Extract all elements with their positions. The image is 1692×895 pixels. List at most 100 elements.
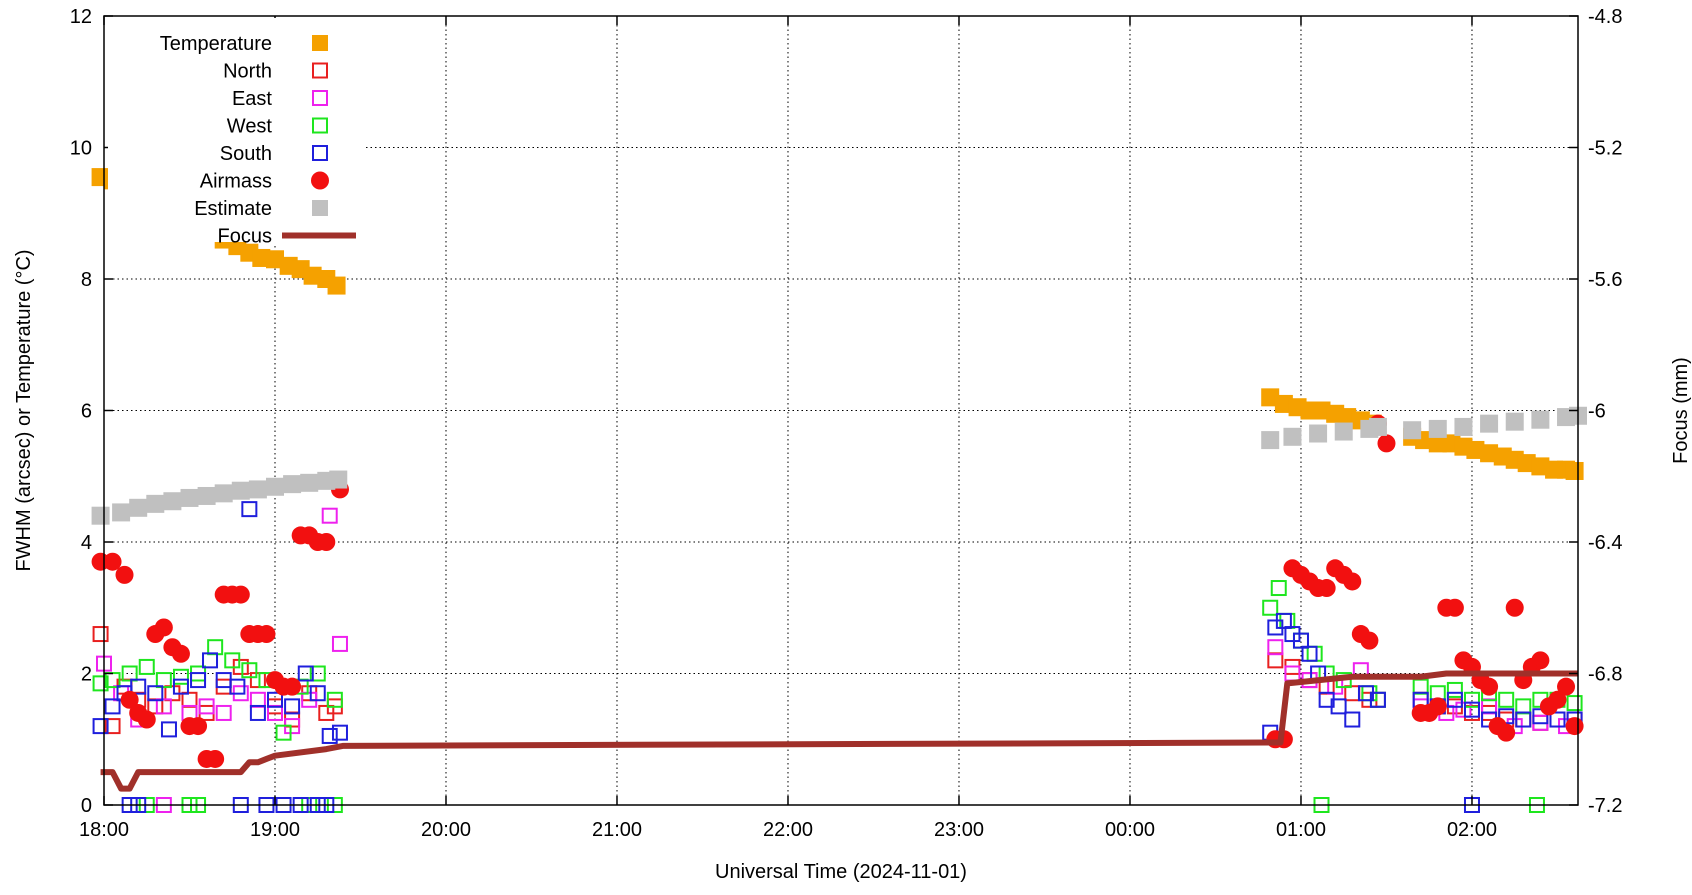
- legend-label: East: [232, 88, 272, 110]
- west-point: [241, 662, 258, 679]
- west-point: [155, 672, 172, 689]
- temperature-point: [1517, 454, 1536, 473]
- south-point: [1515, 711, 1532, 728]
- west-point: [1566, 695, 1583, 712]
- south-point: [1275, 612, 1292, 629]
- estimate-point: [1261, 431, 1280, 450]
- west-point: [1412, 678, 1429, 695]
- airmass-point: [1343, 572, 1362, 591]
- east-point: [215, 704, 232, 721]
- north-point: [147, 698, 164, 715]
- airmass-point: [1428, 697, 1447, 716]
- y2-axis-label: Focus (mm): [1670, 357, 1692, 464]
- airmass-point: [1505, 598, 1524, 617]
- airmass-point: [189, 717, 208, 736]
- airmass-point: [283, 677, 302, 696]
- y-tick-label: 6: [81, 401, 92, 423]
- axes: 18:00 19:00 20:00 21:00 22:00 23:00 00:00 01:00…: [70, 6, 1623, 841]
- temperature-point: [265, 250, 284, 269]
- airmass-point: [120, 690, 139, 709]
- estimate-point: [146, 494, 165, 513]
- airmass-point: [137, 710, 156, 729]
- x-tick-label: 19:00: [250, 819, 300, 841]
- west-point: [1515, 698, 1532, 715]
- airmass-point: [1445, 598, 1464, 617]
- estimate-point: [197, 486, 216, 505]
- y-tick-label: 10: [70, 138, 92, 160]
- series-east: [96, 507, 1575, 813]
- estimate-point: [214, 484, 233, 503]
- estimate-point: [1531, 410, 1550, 429]
- series-estimate: [91, 406, 1587, 525]
- south-point: [1549, 711, 1566, 728]
- south-point: [1330, 698, 1347, 715]
- north-point: [1267, 652, 1284, 669]
- legend-swatch: [311, 171, 329, 190]
- estimate-point: [329, 470, 348, 489]
- estimate-point: [1403, 421, 1422, 440]
- south-point: [1369, 691, 1386, 708]
- airmass-point: [1497, 723, 1516, 742]
- west-point: [121, 665, 138, 682]
- south-point: [297, 665, 314, 682]
- south-point: [172, 678, 189, 695]
- airmass-point: [257, 625, 276, 644]
- estimate-point: [163, 492, 182, 511]
- y-tick-label: 12: [70, 6, 92, 28]
- north-point: [181, 691, 198, 708]
- x-tick-label: 21:00: [592, 819, 642, 841]
- west-point: [1262, 599, 1279, 616]
- south-point: [104, 698, 121, 715]
- x-tick-label: 23:00: [934, 819, 984, 841]
- airmass-point: [1360, 631, 1379, 650]
- airmass-point: [206, 749, 225, 768]
- temperature-point: [1428, 434, 1447, 453]
- x-tick-label: 18:00: [79, 819, 129, 841]
- y2-tick-label: -6.8: [1588, 664, 1622, 686]
- airmass-point: [1548, 690, 1567, 709]
- south-point: [92, 718, 109, 735]
- estimate-point: [300, 473, 319, 492]
- series-south: [92, 501, 1583, 813]
- airmass-point: [115, 565, 134, 584]
- airmass-point: [1565, 717, 1584, 736]
- airmass-point: [154, 618, 173, 637]
- temperature-point: [1480, 444, 1499, 463]
- south-point: [1446, 691, 1463, 708]
- estimate-point: [1283, 427, 1302, 446]
- temperature-point: [1312, 401, 1331, 420]
- legend-swatch: [312, 90, 328, 106]
- legend-label: North: [223, 61, 272, 83]
- y-tick-label: 4: [81, 532, 92, 554]
- estimate-point: [283, 475, 302, 494]
- airmass-point: [1377, 434, 1396, 453]
- x-axis-label: Universal Time (2024-11-01): [715, 861, 967, 883]
- west-point: [224, 652, 241, 669]
- estimate-point: [180, 488, 199, 507]
- y-axis-label: FWHM (arcsec) or Temperature (°C): [13, 249, 35, 571]
- estimate-point: [1334, 422, 1353, 441]
- south-point: [229, 678, 246, 695]
- y2-tick-label: -6.4: [1588, 532, 1622, 554]
- north-point: [249, 672, 266, 689]
- legend-swatch: [312, 117, 328, 134]
- south-point: [130, 678, 147, 695]
- south-point: [249, 704, 266, 721]
- west-point: [207, 639, 224, 656]
- estimate-point: [129, 498, 148, 517]
- temperature-point: [252, 248, 271, 267]
- airmass-point: [103, 552, 122, 571]
- legend: Temperature North East West South Airmass Esti…: [108, 18, 366, 248]
- east-point: [331, 635, 348, 652]
- y2-tick-label: -6: [1588, 401, 1606, 423]
- east-point: [1455, 701, 1472, 718]
- legend-label: South: [220, 143, 272, 165]
- airmass-point: [1317, 579, 1336, 598]
- south-point: [284, 698, 301, 715]
- south-point: [1532, 708, 1549, 725]
- temperature-point: [1466, 440, 1485, 459]
- south-point: [1292, 632, 1309, 649]
- legend-swatch: [312, 200, 328, 216]
- series-focus: [100, 670, 1578, 792]
